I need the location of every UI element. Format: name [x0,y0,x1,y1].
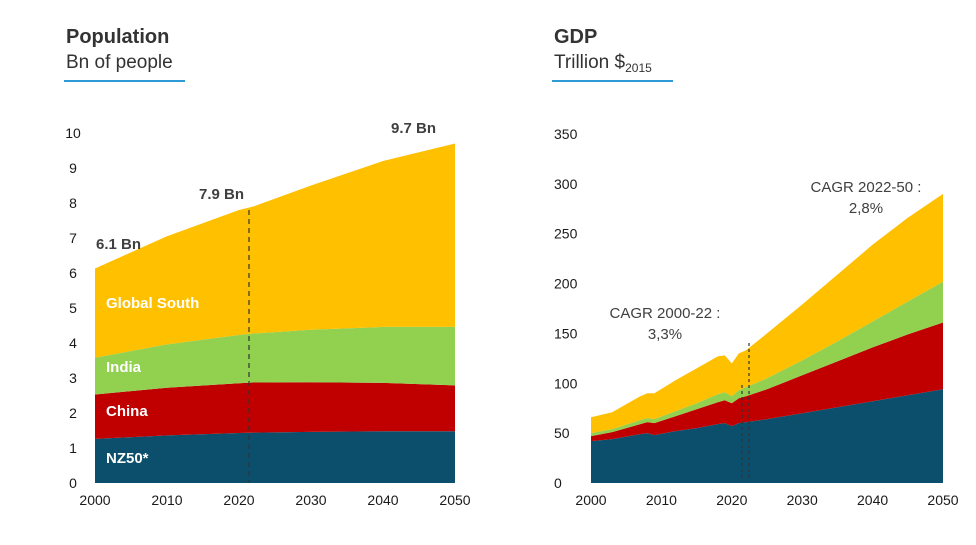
population-ytick-label: 5 [69,300,77,316]
gdp-xtick-label: 2030 [787,492,818,508]
population-subtitle: Bn of people [66,52,173,73]
population-label-global-south: Global South [106,295,199,312]
population-title: Population [66,26,170,48]
population-ytick-label: 8 [69,195,77,211]
population-ytick-label: 10 [65,125,81,141]
population-title-underline [64,80,185,82]
gdp-xtick-label: 2010 [646,492,677,508]
gdp-ytick-label: 200 [554,276,578,292]
gdp-area-global-south [591,193,943,434]
gdp-area-nz50 [591,389,943,483]
gdp-ytick-label: 300 [554,176,578,192]
population-area-india [95,326,455,395]
gdp-xtick-label: 2020 [716,492,747,508]
population-xtick-label: 2000 [79,492,110,508]
population-ytick-label: 7 [69,230,77,246]
population-xtick-label: 2050 [439,492,470,508]
gdp-ytick-label: 0 [554,475,562,491]
gdp-xtick-label: 2040 [857,492,888,508]
population-annotation-2022: 7.9 Bn [199,186,244,203]
population-xtick-label: 2030 [295,492,326,508]
gdp-xtick-label: 2000 [575,492,606,508]
gdp-subtitle-subscript: 2015 [625,61,652,75]
population-ytick-label: 6 [69,265,77,281]
gdp-ytick-label: 350 [554,126,578,142]
population-ytick-label: 3 [69,370,77,386]
gdp-cagr-2000-22-label: CAGR 2000-22 : [610,305,721,322]
population-area-global-south [95,143,455,358]
population-annotation-2050: 9.7 Bn [391,120,436,137]
gdp-ytick-label: 150 [554,325,578,341]
gdp-xtick-label: 2050 [927,492,958,508]
gdp-subtitle-text: Trillion $ [554,52,626,73]
gdp-ytick-label: 100 [554,375,578,391]
population-area-nz50 [95,431,455,483]
population-xtick-label: 2010 [151,492,182,508]
population-annotation-2000: 6.1 Bn [96,236,141,253]
population-ytick-label: 1 [69,440,77,456]
population-label-china: China [106,403,148,420]
gdp-subtitle: Trillion $2015 [554,52,652,75]
population-area-china [95,382,455,439]
gdp-ytick-label: 250 [554,226,578,242]
gdp-cagr-2022-50-value: 2,8% [849,200,883,217]
population-ytick-label: 4 [69,335,77,351]
population-xtick-label: 2020 [223,492,254,508]
population-ytick-label: 9 [69,160,77,176]
gdp-cagr-2022-50-label: CAGR 2022-50 : [811,179,922,196]
gdp-title-underline [552,80,673,82]
gdp-ytick-label: 50 [554,425,570,441]
gdp-title: GDP [554,26,598,48]
population-xtick-label: 2040 [367,492,398,508]
population-ytick-label: 0 [69,475,77,491]
population-label-nz50: NZ50* [106,450,149,467]
gdp-area-china [591,322,943,442]
population-ytick-label: 2 [69,405,77,421]
population-label-india: India [106,359,142,376]
gdp-cagr-2000-22-value: 3,3% [648,326,682,343]
